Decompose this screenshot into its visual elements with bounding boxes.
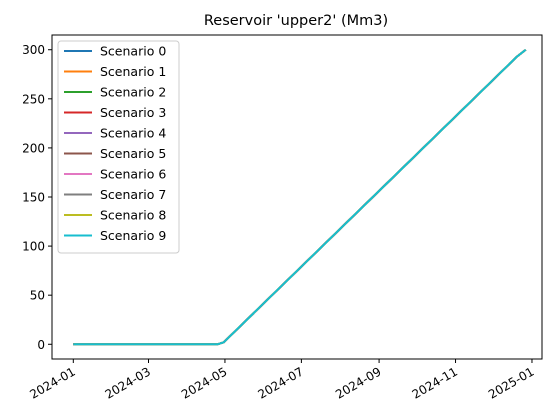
legend: Scenario 0 Scenario 1 Scenario 2 Scenario 3… bbox=[57, 40, 180, 254]
legend-label-3: Scenario 3 bbox=[100, 105, 166, 120]
y-tick-label: 100 bbox=[22, 240, 45, 254]
y-tick-label: 300 bbox=[22, 43, 45, 57]
x-tick-label: 2024-07 bbox=[255, 364, 305, 401]
legend-label-7: Scenario 7 bbox=[100, 187, 166, 202]
x-tick-label: 2024-09 bbox=[333, 364, 383, 401]
chart-title: Reservoir 'upper2' (Mm3) bbox=[204, 13, 388, 29]
x-tick-label: 2024-03 bbox=[103, 364, 153, 401]
y-tick-label: 200 bbox=[22, 141, 45, 155]
legend-label-0: Scenario 0 bbox=[100, 44, 166, 59]
legend-label-8: Scenario 8 bbox=[100, 208, 166, 223]
x-tick-label: 2024-01 bbox=[27, 364, 77, 401]
x-tick-label: 2024-05 bbox=[179, 364, 229, 401]
legend-label-4: Scenario 4 bbox=[100, 126, 166, 141]
x-tick-label: 2024-11 bbox=[410, 364, 460, 401]
series-layer bbox=[73, 48, 527, 346]
legend-label-9: Scenario 9 bbox=[100, 228, 166, 243]
y-tick-label: 0 bbox=[37, 338, 45, 352]
legend-label-5: Scenario 5 bbox=[100, 146, 166, 161]
series-line-9 bbox=[73, 48, 527, 346]
legend-label-6: Scenario 6 bbox=[100, 167, 166, 182]
x-tick-label: 2025-01 bbox=[486, 364, 536, 401]
legend-label-1: Scenario 1 bbox=[100, 64, 166, 79]
legend-label-2: Scenario 2 bbox=[100, 85, 166, 100]
legend-box bbox=[57, 40, 180, 254]
y-tick-label: 150 bbox=[22, 191, 45, 205]
y-tick-label: 50 bbox=[30, 289, 45, 303]
y-tick-label: 250 bbox=[22, 92, 45, 106]
